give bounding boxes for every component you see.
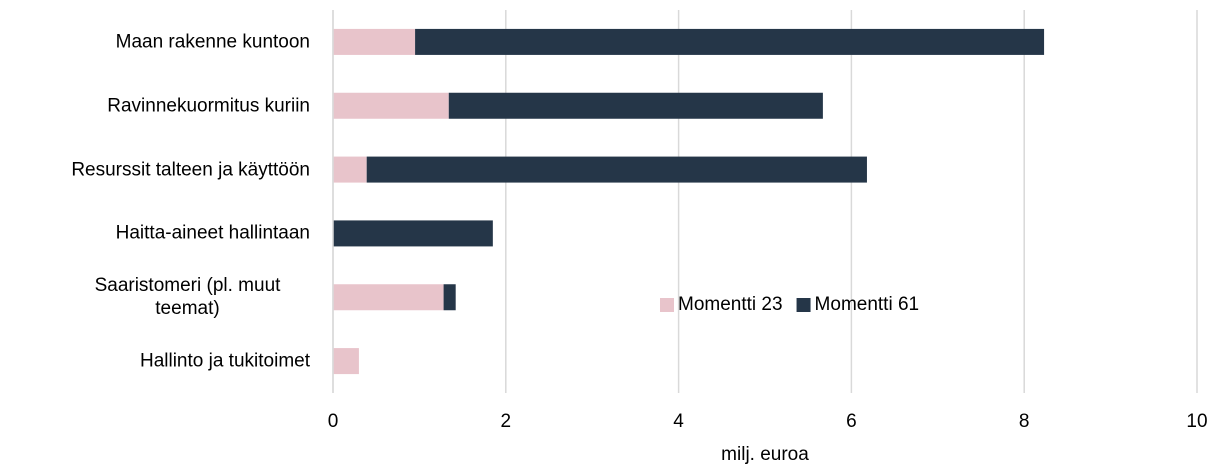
- category-text: Maan rakenne kuntoon: [115, 31, 310, 53]
- bar-segment: [415, 28, 1045, 55]
- category-text: Haitta-aineet hallintaan: [115, 222, 310, 244]
- x-tick-label: 0: [328, 411, 339, 432]
- bar-segment: [333, 92, 449, 119]
- x-tick-label: 4: [673, 411, 684, 432]
- bar-segment: [333, 348, 359, 375]
- bar-segment: [333, 220, 493, 247]
- bar-segment: [448, 92, 823, 119]
- category-label: Hallinto ja tukitoimet: [0, 350, 310, 373]
- category-text: Resurssit talteen ja käyttöön: [71, 159, 310, 181]
- category-text: Ravinnekuormitus kuriin: [107, 95, 310, 117]
- x-tick-label: 10: [1186, 411, 1207, 432]
- category-text: Saaristomeri (pl. muut teemat): [94, 275, 281, 320]
- bar-segment: [366, 156, 867, 183]
- x-tick-label: 6: [846, 411, 857, 432]
- legend-label: Momentti 61: [815, 294, 920, 315]
- legend-swatch: [660, 298, 674, 312]
- category-label: Saaristomeri (pl. muut teemat): [0, 274, 310, 320]
- x-tick-label: 8: [1019, 411, 1030, 432]
- category-label: Maan rakenne kuntoon: [0, 30, 310, 53]
- category-label: Haitta-aineet hallintaan: [0, 222, 310, 245]
- category-text: Hallinto ja tukitoimet: [139, 350, 310, 372]
- x-axis-title: milj. euroa: [721, 444, 809, 465]
- bar-segment: [333, 156, 367, 183]
- category-label: Resurssit talteen ja käyttöön: [0, 158, 310, 181]
- bar-segment: [333, 284, 444, 311]
- bar-segment: [333, 28, 416, 55]
- legend-swatch: [796, 298, 811, 312]
- category-label: Ravinnekuormitus kuriin: [0, 94, 310, 117]
- bar-segment: [443, 284, 456, 311]
- x-tick-label: 2: [501, 411, 512, 432]
- legend-label: Momentti 23: [678, 294, 783, 315]
